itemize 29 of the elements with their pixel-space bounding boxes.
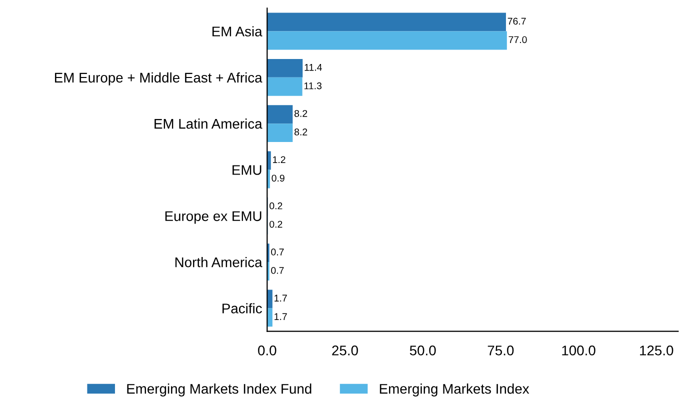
y-tick-label: Pacific: [222, 303, 262, 314]
y-tick-label: EM Europe + Middle East + Africa: [54, 72, 262, 86]
x-tick-label: 125.0: [640, 346, 674, 356]
x-tick-label: 0.0: [258, 346, 276, 356]
x-tick-label: 50.0: [410, 346, 436, 356]
data-label: 1.7: [274, 294, 287, 302]
y-tick-label: Europe ex EMU: [165, 211, 262, 224]
data-label: 0.2: [270, 202, 282, 210]
legend-label: Emerging Markets Index Fund: [127, 384, 312, 396]
x-tick-label: 100.0: [562, 346, 596, 356]
data-label: 0.9: [272, 174, 284, 182]
legend-label: Emerging Markets Index: [380, 384, 530, 396]
y-tick-label: EM Asia: [212, 26, 262, 36]
x-tick-label: 75.0: [488, 346, 514, 356]
x-tick-label: 25.0: [332, 346, 358, 356]
data-label: 8.2: [294, 110, 308, 117]
data-label: 76.7: [508, 18, 526, 25]
data-label: 1.7: [274, 313, 287, 320]
data-label: 11.3: [304, 82, 322, 90]
y-tick-label: North America: [175, 257, 262, 268]
data-label: 1.2: [273, 156, 286, 164]
y-tick-label: EMU: [232, 165, 262, 175]
data-label: 8.2: [294, 128, 308, 136]
data-label: 77.0: [508, 36, 527, 44]
data-label: 0.7: [271, 267, 284, 274]
data-label: 0.2: [270, 220, 282, 228]
data-label: 0.7: [271, 248, 284, 256]
y-tick-label: EM Latin America: [154, 118, 262, 129]
data-label: 11.4: [304, 64, 322, 71]
